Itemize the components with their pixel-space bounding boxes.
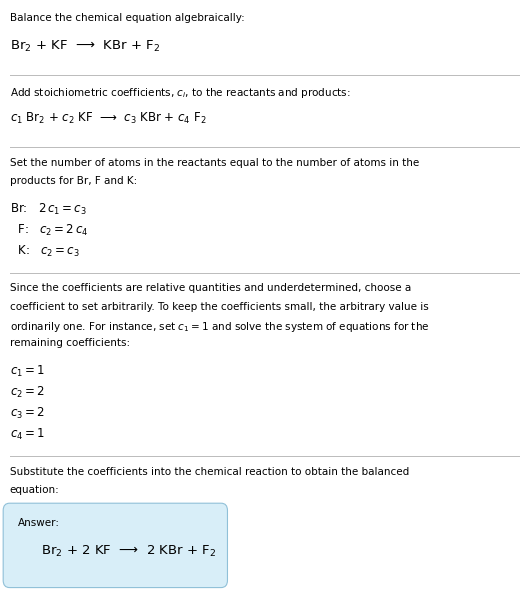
Text: equation:: equation:: [10, 485, 59, 495]
Text: Answer:: Answer:: [17, 518, 59, 528]
Text: Add stoichiometric coefficients, $c_i$, to the reactants and products:: Add stoichiometric coefficients, $c_i$, …: [10, 86, 350, 100]
Text: remaining coefficients:: remaining coefficients:: [10, 338, 130, 348]
Text: F:   $c_2 = 2\,c_4$: F: $c_2 = 2\,c_4$: [10, 223, 88, 238]
Text: Br$_2$ + KF  ⟶  KBr + F$_2$: Br$_2$ + KF ⟶ KBr + F$_2$: [10, 39, 160, 54]
Text: Set the number of atoms in the reactants equal to the number of atoms in the: Set the number of atoms in the reactants…: [10, 158, 419, 168]
Text: $c_1$ Br$_2$ + $c_2$ KF  ⟶  $c_3$ KBr + $c_4$ F$_2$: $c_1$ Br$_2$ + $c_2$ KF ⟶ $c_3$ KBr + $c…: [10, 111, 206, 126]
Text: ordinarily one. For instance, set $c_1 = 1$ and solve the system of equations fo: ordinarily one. For instance, set $c_1 =…: [10, 320, 429, 334]
Text: $c_1 = 1$: $c_1 = 1$: [10, 364, 44, 379]
Text: K:   $c_2 = c_3$: K: $c_2 = c_3$: [10, 244, 79, 259]
Text: $c_4 = 1$: $c_4 = 1$: [10, 427, 44, 443]
Text: $c_2 = 2$: $c_2 = 2$: [10, 385, 44, 400]
Text: coefficient to set arbitrarily. To keep the coefficients small, the arbitrary va: coefficient to set arbitrarily. To keep …: [10, 302, 428, 311]
FancyBboxPatch shape: [3, 503, 227, 588]
Text: Since the coefficients are relative quantities and underdetermined, choose a: Since the coefficients are relative quan…: [10, 283, 411, 293]
Text: Balance the chemical equation algebraically:: Balance the chemical equation algebraica…: [10, 13, 244, 23]
Text: products for Br, F and K:: products for Br, F and K:: [10, 176, 137, 186]
Text: $c_3 = 2$: $c_3 = 2$: [10, 406, 44, 421]
Text: Substitute the coefficients into the chemical reaction to obtain the balanced: Substitute the coefficients into the che…: [10, 467, 409, 476]
Text: Br$_2$ + 2 KF  ⟶  2 KBr + F$_2$: Br$_2$ + 2 KF ⟶ 2 KBr + F$_2$: [41, 544, 216, 559]
Text: Br:   $2\,c_1 = c_3$: Br: $2\,c_1 = c_3$: [10, 202, 86, 217]
